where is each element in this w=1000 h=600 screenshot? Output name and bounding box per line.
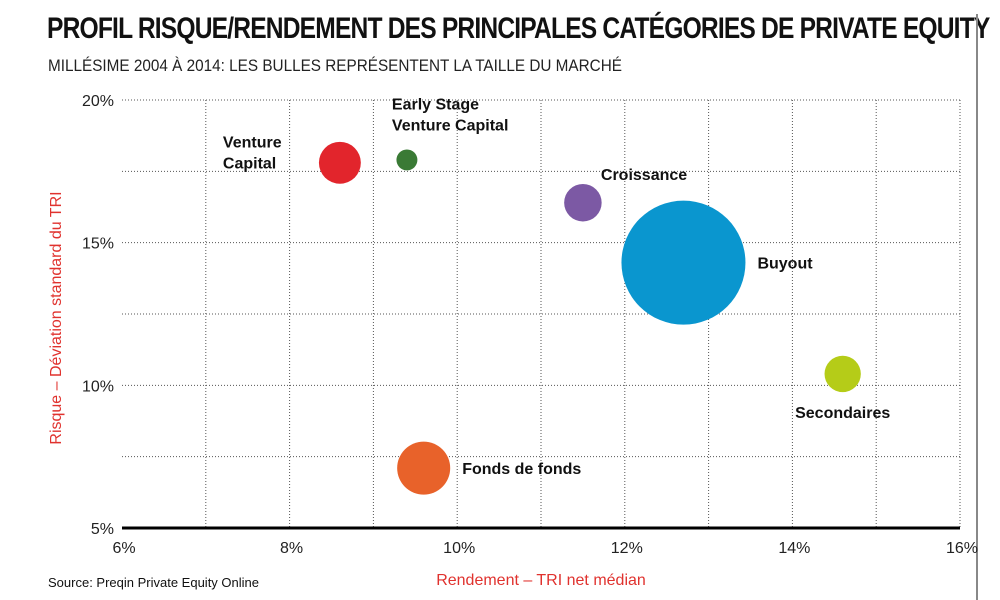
bubble-label-line: Venture Capital (392, 117, 508, 134)
bubble-fonds-de-fonds (397, 441, 451, 495)
bubble-label: Venture Capital (223, 134, 282, 172)
y-tick-label: 20% (82, 93, 114, 110)
bubble-label-line: Venture (223, 134, 282, 151)
x-tick-label: 8% (280, 540, 303, 557)
bubble-label: Fonds de fonds (462, 461, 581, 478)
chart-title: PROFIL RISQUE/RENDEMENT DES PRINCIPALES … (47, 12, 990, 45)
x-tick-label: 14% (778, 540, 810, 557)
x-axis-label: Rendement – TRI net médian (436, 572, 646, 589)
y-tick-label: 10% (82, 378, 114, 395)
bubble-early-stage-venture-capital (396, 149, 418, 171)
chart-subtitle: MILLÉSIME 2004 À 2014: LES BULLES REPRÉS… (48, 56, 622, 75)
bubble-label-line: Buyout (757, 256, 813, 273)
x-tick-label: 6% (112, 540, 135, 557)
y-tick-label: 5% (91, 521, 114, 538)
bubble-label-line: Fonds de fonds (462, 461, 581, 478)
bubble-label: Secondaires (795, 405, 890, 422)
x-tick-label: 16% (946, 540, 978, 557)
source-note: Source: Preqin Private Equity Online (48, 575, 259, 590)
bubbles (318, 141, 861, 495)
bubble-label: Buyout (757, 256, 813, 273)
bubble-label: Croissance (601, 167, 687, 184)
bubble-label-line: Secondaires (795, 405, 890, 422)
y-tick-label: 15% (82, 236, 114, 253)
bubble-labels: Venture Capital Early Stage Venture Capital… (223, 96, 890, 478)
bubble-label-line: Croissance (601, 167, 687, 184)
bubble-secondaires (824, 355, 861, 393)
bubble-label: Early Stage Venture Capital (392, 96, 508, 134)
bubble-label-line: Capital (223, 155, 276, 172)
right-border-rule (976, 14, 978, 600)
axes: 6% 8% 10% 12% 14% 16% 5% 10% 15% 20% (82, 93, 978, 557)
x-tick-label: 12% (611, 540, 643, 557)
bubble-buyout (621, 200, 746, 325)
bubble-croissance (564, 183, 602, 222)
y-axis-label: Risque – Déviation standard du TRI (48, 191, 65, 444)
bubble-venture-capital (318, 141, 361, 184)
x-tick-label: 10% (443, 540, 475, 557)
bubble-label-line: Early Stage (392, 96, 479, 113)
